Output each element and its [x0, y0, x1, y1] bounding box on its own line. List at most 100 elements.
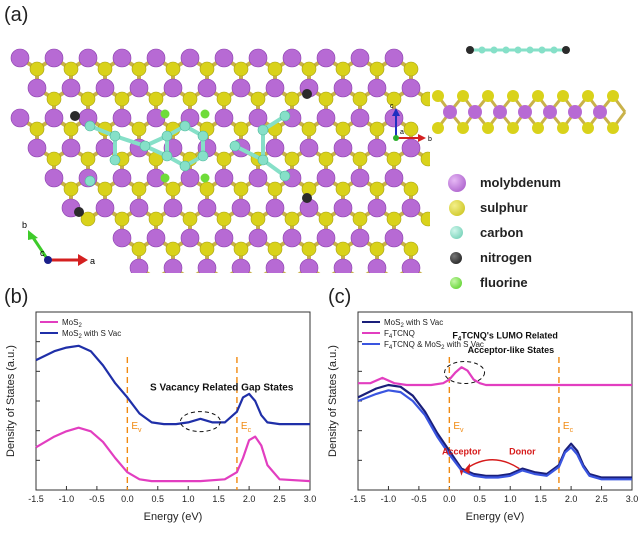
molybdenum-atom — [61, 138, 81, 158]
carbon-atom — [514, 46, 522, 54]
sulphur-atom — [63, 181, 79, 197]
x-tick-label: 3.0 — [626, 494, 639, 504]
sulphur-atom — [301, 241, 317, 257]
molybdenum-atom — [333, 78, 353, 98]
x-tick-label: 2.0 — [243, 494, 256, 504]
carbon-atom — [179, 120, 191, 132]
carbon-atom — [478, 46, 486, 54]
legend-label-1: MoS2 with S Vac — [62, 329, 121, 340]
panel-b-label: (b) — [4, 286, 29, 308]
molybdenum-atom — [129, 198, 149, 218]
molybdenum-atom — [384, 228, 404, 248]
legend-label: carbon — [480, 225, 524, 240]
x-tick-label: -1.0 — [381, 494, 397, 504]
molybdenum-atom — [333, 198, 353, 218]
lumo-rest: TCNQ's LUMO Related — [461, 331, 558, 341]
molybdenum-atom — [180, 168, 200, 188]
molybdenum-atom — [401, 198, 421, 218]
legend-sulphur: sulphur — [448, 195, 628, 220]
molybdenum-atom — [248, 228, 268, 248]
sulphur-atom — [457, 90, 469, 102]
molybdenum-atom — [231, 258, 251, 273]
nitrogen-atom — [74, 207, 84, 217]
legend-nitrogen: nitrogen — [448, 245, 628, 270]
nitrogen-swatch — [450, 251, 462, 264]
sulphur-atom — [182, 211, 198, 227]
molybdenum-atom — [282, 228, 302, 248]
sulphur-atom — [457, 122, 469, 134]
molybdenum-atom — [129, 258, 149, 273]
legend-subscript: 2 — [78, 334, 82, 340]
legend-label-0: MoS2 with S Vac — [384, 318, 443, 329]
sulphur-atom — [267, 181, 283, 197]
molybdenum-atom — [231, 198, 251, 218]
sulphur-atom — [335, 121, 351, 137]
molybdenum-atom — [10, 108, 30, 128]
x-tick-label: -1.0 — [59, 494, 75, 504]
molybdenum-atom — [44, 108, 64, 128]
molybdenum-atom — [282, 48, 302, 68]
molybdenum-atom — [401, 78, 421, 98]
sulphur-atom — [165, 181, 181, 197]
x-tick-label: 1.5 — [534, 494, 547, 504]
acceptor-label: Acceptor — [442, 446, 482, 456]
molybdenum-atom — [468, 105, 482, 119]
x-tick-label: 0.0 — [443, 494, 456, 504]
plot-frame — [35, 311, 311, 491]
molybdenum-atom — [197, 198, 217, 218]
molybdenum-atom — [265, 198, 285, 218]
legend-carbon: carbon — [448, 220, 628, 245]
legend-suffix: with S Vac — [444, 340, 483, 349]
legend-label: molybdenum — [480, 175, 561, 190]
panel-a-label: (a) — [4, 4, 29, 26]
molybdenum-atom — [146, 48, 166, 68]
series-line-0 — [35, 426, 311, 483]
molybdenum-atom — [384, 48, 404, 68]
nitrogen-atom — [302, 193, 312, 203]
fluorine-swatch — [450, 276, 462, 289]
sulphur-atom — [352, 91, 368, 107]
molybdenum-atom — [350, 168, 370, 188]
molybdenum-atom — [248, 108, 268, 128]
sulphur-atom — [532, 90, 544, 102]
molybdenum-swatch — [448, 173, 466, 192]
acceptor-pointer — [459, 470, 464, 476]
sulphur-atom — [482, 122, 494, 134]
dos-chart-b: -1.5 -1.0 -0.5 0.0 0.5 1.0 1.5 2.0 2.5 3.0 Energy … — [5, 311, 316, 523]
molybdenum-atom — [333, 138, 353, 158]
sulphur-atom — [165, 241, 181, 257]
sulphur-atom — [250, 211, 266, 227]
molybdenum-atom — [518, 105, 532, 119]
legend-label-0: MoS2 — [62, 318, 82, 329]
carbon-atom — [257, 154, 269, 166]
sulphur-atom — [165, 61, 181, 77]
legend-label-2: F4TCNQ & MoS2 with S Vac — [384, 340, 484, 351]
carbon-atom — [84, 175, 96, 187]
molybdenum-atom — [61, 78, 81, 98]
molybdenum-atom — [367, 138, 387, 158]
nitrogen-atom — [70, 111, 80, 121]
molybdenum-atom — [299, 138, 319, 158]
carbon-atom — [197, 150, 209, 162]
sulphur-swatch — [449, 199, 465, 216]
molybdenum-atom — [367, 258, 387, 273]
sulphur-atom — [403, 121, 419, 137]
sulphur-atom — [352, 151, 368, 167]
sulphur-atom — [284, 151, 300, 167]
sulphur-atom — [216, 91, 232, 107]
sulphur-atom — [369, 61, 385, 77]
ec-subscript: c — [570, 427, 574, 434]
legend-suffix: with S Vac — [82, 329, 121, 338]
molybdenum-atom — [214, 48, 234, 68]
sulphur-atom — [29, 121, 45, 137]
sulphur-atom — [352, 211, 368, 227]
x-tick-label: 1.0 — [182, 494, 195, 504]
sulphur-atom — [63, 121, 79, 137]
ev-label: Ev — [453, 421, 464, 434]
molybdenum-atom — [248, 48, 268, 68]
molybdenum-atom — [112, 168, 132, 188]
sulphur-atom — [233, 181, 249, 197]
sulphur-atom — [80, 91, 96, 107]
ec-subscript: c — [248, 427, 252, 434]
sulphur-atom — [386, 151, 402, 167]
